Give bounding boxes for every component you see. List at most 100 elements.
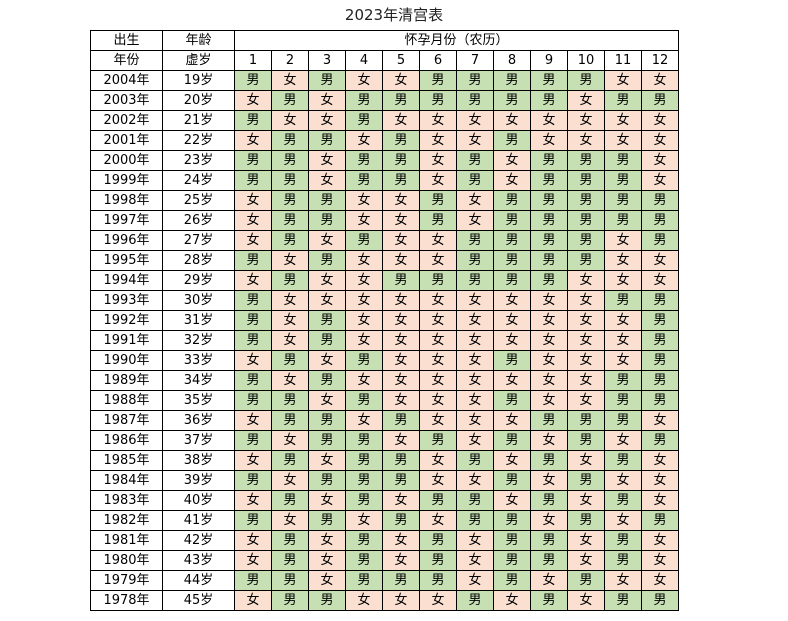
gender-cell: 女 bbox=[271, 330, 309, 351]
birth-year-cell: 1978年 bbox=[90, 590, 163, 611]
table-row: 2001年 22岁女男男女男女女男女女女女 bbox=[90, 130, 679, 151]
gender-cell: 男 bbox=[604, 390, 642, 411]
gender-cell: 男 bbox=[530, 230, 568, 251]
gender-cell: 男 bbox=[604, 530, 642, 551]
birth-year-header-bottom: 年份 bbox=[90, 50, 163, 71]
gender-cell: 男 bbox=[567, 510, 605, 531]
gender-cell: 男 bbox=[234, 310, 272, 331]
gender-cell: 男 bbox=[234, 330, 272, 351]
qinggong-table: 出生 年龄 怀孕月份（农历） 年份 虚岁 1 2 3 4 5 6 7 8 9 10 11 12 200… bbox=[90, 30, 679, 611]
gender-cell: 男 bbox=[419, 550, 457, 571]
gender-cell: 女 bbox=[382, 370, 420, 391]
table-row: 1995年 28岁男女男女女女男男男男女女 bbox=[90, 250, 679, 271]
gender-cell: 女 bbox=[641, 250, 679, 271]
birth-year-cell: 1990年 bbox=[90, 350, 163, 371]
gender-cell: 男 bbox=[604, 490, 642, 511]
gender-cell: 男 bbox=[308, 330, 346, 351]
gender-cell: 男 bbox=[234, 430, 272, 451]
gender-cell: 男 bbox=[493, 190, 531, 211]
gender-cell: 男 bbox=[530, 410, 568, 431]
gender-cell: 男 bbox=[493, 90, 531, 111]
birth-year-cell: 1984年 bbox=[90, 470, 163, 491]
table-row: 2002年 21岁男女女男女女女女女女女女 bbox=[90, 110, 679, 131]
gender-cell: 男 bbox=[345, 550, 383, 571]
gender-cell: 女 bbox=[604, 310, 642, 331]
gender-cell: 女 bbox=[271, 70, 309, 91]
gender-cell: 女 bbox=[419, 110, 457, 131]
gender-cell: 女 bbox=[493, 590, 531, 611]
gender-cell: 男 bbox=[234, 290, 272, 311]
gender-cell: 女 bbox=[641, 530, 679, 551]
gender-cell: 男 bbox=[604, 450, 642, 471]
gender-cell: 女 bbox=[419, 310, 457, 331]
gender-cell: 女 bbox=[419, 170, 457, 191]
gender-cell: 女 bbox=[419, 510, 457, 531]
gender-cell: 男 bbox=[641, 350, 679, 371]
gender-cell: 女 bbox=[308, 450, 346, 471]
gender-cell: 男 bbox=[234, 470, 272, 491]
gender-cell: 男 bbox=[530, 250, 568, 271]
gender-cell: 女 bbox=[567, 110, 605, 131]
gender-cell: 女 bbox=[419, 250, 457, 271]
age-cell: 26岁 bbox=[162, 210, 235, 231]
gender-cell: 男 bbox=[530, 170, 568, 191]
gender-cell: 男 bbox=[234, 390, 272, 411]
gender-cell: 男 bbox=[382, 130, 420, 151]
gender-cell: 男 bbox=[345, 90, 383, 111]
gender-cell: 男 bbox=[493, 570, 531, 591]
gender-cell: 男 bbox=[234, 70, 272, 91]
month-header: 12 bbox=[641, 50, 679, 71]
gender-cell: 女 bbox=[641, 450, 679, 471]
gender-cell: 男 bbox=[641, 590, 679, 611]
age-cell: 34岁 bbox=[162, 370, 235, 391]
gender-cell: 男 bbox=[641, 190, 679, 211]
gender-cell: 女 bbox=[234, 270, 272, 291]
gender-cell: 女 bbox=[382, 70, 420, 91]
age-cell: 19岁 bbox=[162, 70, 235, 91]
gender-cell: 男 bbox=[271, 350, 309, 371]
gender-cell: 男 bbox=[345, 390, 383, 411]
gender-cell: 女 bbox=[345, 590, 383, 611]
age-cell: 25岁 bbox=[162, 190, 235, 211]
gender-cell: 女 bbox=[641, 570, 679, 591]
gender-cell: 男 bbox=[493, 550, 531, 571]
gender-cell: 女 bbox=[604, 350, 642, 371]
gender-cell: 女 bbox=[493, 150, 531, 171]
birth-year-cell: 1989年 bbox=[90, 370, 163, 391]
gender-cell: 女 bbox=[419, 390, 457, 411]
gender-cell: 女 bbox=[345, 370, 383, 391]
gender-cell: 女 bbox=[604, 250, 642, 271]
gender-cell: 女 bbox=[493, 170, 531, 191]
gender-cell: 男 bbox=[493, 430, 531, 451]
birth-year-cell: 1979年 bbox=[90, 570, 163, 591]
gender-cell: 女 bbox=[567, 290, 605, 311]
gender-cell: 男 bbox=[308, 510, 346, 531]
gender-cell: 女 bbox=[419, 150, 457, 171]
gender-cell: 女 bbox=[530, 510, 568, 531]
gender-cell: 女 bbox=[604, 510, 642, 531]
gender-cell: 女 bbox=[308, 350, 346, 371]
gender-cell: 男 bbox=[604, 370, 642, 391]
table-row: 1994年 29岁女男女女男男男男男女女女 bbox=[90, 270, 679, 291]
gender-cell: 女 bbox=[345, 270, 383, 291]
gender-cell: 男 bbox=[604, 290, 642, 311]
gender-cell: 男 bbox=[308, 70, 346, 91]
month-header: 9 bbox=[530, 50, 568, 71]
gender-cell: 男 bbox=[604, 150, 642, 171]
gender-cell: 女 bbox=[456, 410, 494, 431]
gender-cell: 女 bbox=[567, 490, 605, 511]
gender-cell: 男 bbox=[567, 430, 605, 451]
gender-cell: 男 bbox=[456, 450, 494, 471]
gender-cell: 女 bbox=[382, 230, 420, 251]
table-row: 1984年 39岁男女男男男女女男女男女女 bbox=[90, 470, 679, 491]
gender-cell: 女 bbox=[345, 310, 383, 331]
gender-cell: 女 bbox=[308, 90, 346, 111]
gender-cell: 男 bbox=[271, 270, 309, 291]
table-row: 2003年 20岁女男女男男男男男男女男男 bbox=[90, 90, 679, 111]
table-row: 1988年 35岁男男女男女女女男女女男男 bbox=[90, 390, 679, 411]
gender-cell: 女 bbox=[308, 390, 346, 411]
age-cell: 41岁 bbox=[162, 510, 235, 531]
age-header-top: 年龄 bbox=[162, 30, 235, 51]
gender-cell: 男 bbox=[567, 170, 605, 191]
birth-year-cell: 1994年 bbox=[90, 270, 163, 291]
